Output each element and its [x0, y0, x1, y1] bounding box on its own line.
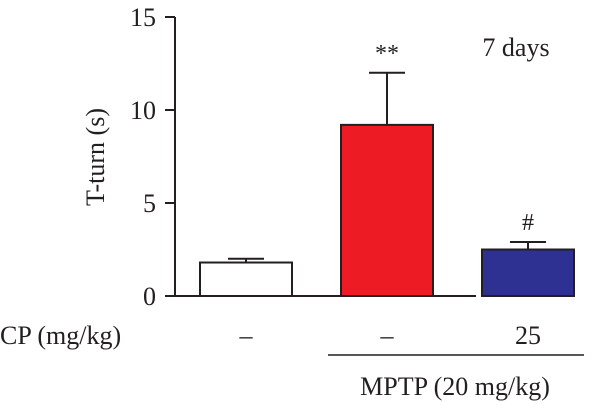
y-axis: 0 5 10 15: [130, 3, 176, 311]
annotation-7-days: 7 days: [482, 33, 549, 62]
bars: ** #: [199, 41, 575, 297]
cp-labels: – – 25: [239, 321, 542, 350]
cp-dose-label: 25: [515, 321, 541, 350]
mptp-group-label: MPTP (20 mg/kg): [360, 372, 550, 401]
y-tick-label: 0: [143, 282, 156, 311]
y-tick-label: 15: [130, 3, 156, 32]
cp-dose-label: –: [239, 321, 254, 350]
y-tick-label: 10: [130, 96, 156, 125]
cp-dose-label: –: [380, 321, 395, 350]
significance-marker: #: [522, 210, 534, 236]
bar-1: [199, 261, 293, 297]
significance-marker: **: [375, 41, 399, 67]
y-axis-label: T-turn (s): [81, 108, 110, 206]
bar-2: [340, 123, 434, 297]
y-tick-label: 5: [143, 189, 156, 218]
cp-row-label: CP (mg/kg): [0, 321, 121, 350]
bar-3: [481, 248, 575, 297]
